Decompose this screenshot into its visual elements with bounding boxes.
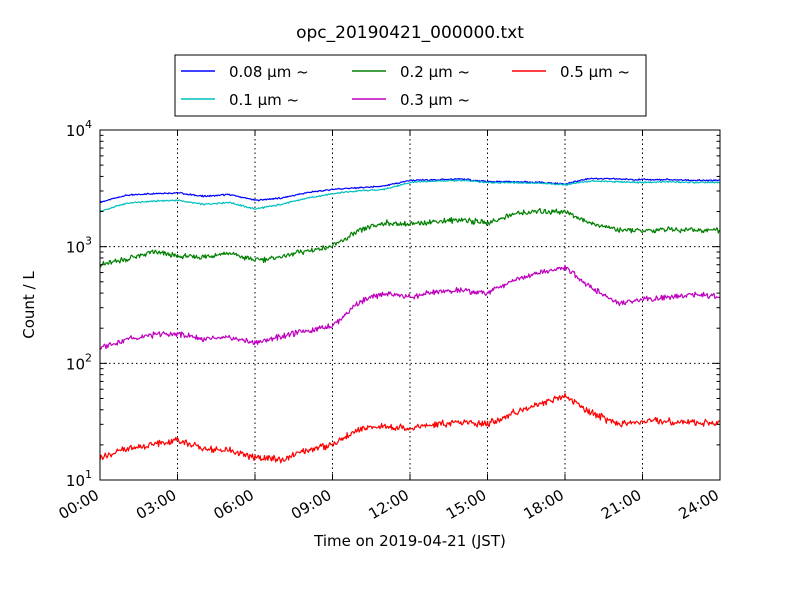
series-line [99, 393, 721, 464]
legend-label: 0.5 μm ~ [560, 63, 630, 81]
legend-entry: 0.08 μm ~ [181, 63, 309, 81]
series-1 [99, 179, 721, 213]
series-2 [99, 207, 721, 269]
y-tick-label: 104 [66, 118, 92, 140]
legend-entry: 0.2 μm ~ [352, 63, 470, 81]
series-4 [99, 393, 721, 464]
series-line [99, 207, 721, 269]
legend-entry: 0.3 μm ~ [352, 91, 470, 109]
chart-title: opc_20190421_000000.txt [296, 23, 524, 43]
series-line [99, 179, 721, 213]
legend-label: 0.08 μm ~ [229, 63, 309, 81]
y-tick-label: 102 [66, 351, 92, 373]
legend: 0.08 μm ~ 0.1 μm ~ 0.2 μm ~ 0.3 μm ~ 0.5 μm … [174, 54, 647, 117]
series-3 [99, 264, 721, 350]
series-line [99, 264, 721, 350]
series-line [99, 177, 721, 204]
legend-entry: 0.5 μm ~ [512, 63, 630, 81]
y-tick-label: 103 [66, 235, 92, 257]
x-axis-label: Time on 2019-04-21 (JST) [313, 532, 506, 550]
y-axis-label: Count / L [20, 271, 38, 339]
legend-label: 0.1 μm ~ [229, 91, 299, 109]
y-tick-label: 101 [66, 468, 92, 490]
legend-entry: 0.1 μm ~ [181, 91, 299, 109]
legend-label: 0.3 μm ~ [400, 91, 470, 109]
series-0 [99, 177, 721, 204]
legend-box [174, 54, 647, 117]
legend-label: 0.2 μm ~ [400, 63, 470, 81]
